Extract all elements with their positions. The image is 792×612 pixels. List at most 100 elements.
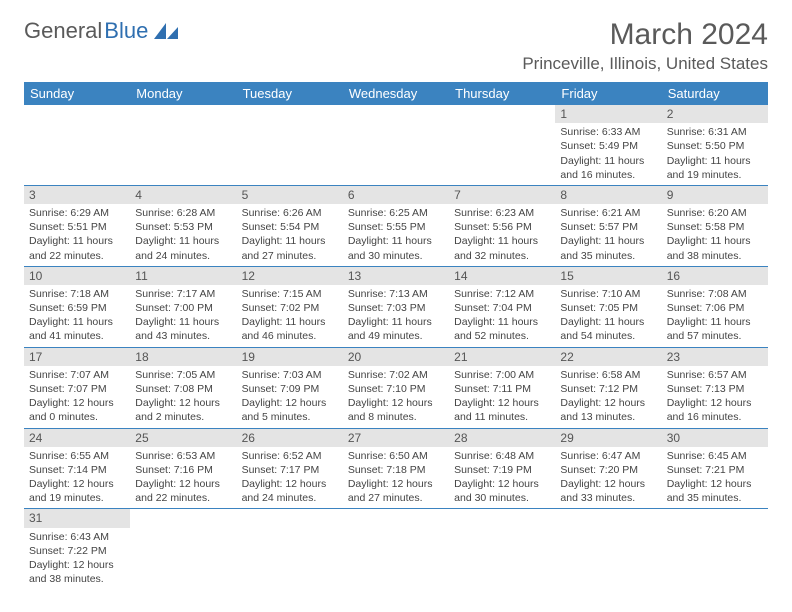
header: GeneralBlue March 2024 Princeville, Illi… — [24, 18, 768, 74]
day-cell — [343, 509, 449, 589]
day-number: 13 — [343, 267, 449, 285]
day-cell: 1Sunrise: 6:33 AMSunset: 5:49 PMDaylight… — [555, 105, 661, 185]
day-body: Sunrise: 6:28 AMSunset: 5:53 PMDaylight:… — [130, 204, 236, 266]
day-body: Sunrise: 6:25 AMSunset: 5:55 PMDaylight:… — [343, 204, 449, 266]
day-cell — [237, 509, 343, 589]
location: Princeville, Illinois, United States — [522, 54, 768, 74]
day-body: Sunrise: 6:52 AMSunset: 7:17 PMDaylight:… — [237, 447, 343, 509]
day-number: 18 — [130, 348, 236, 366]
day-cell: 24Sunrise: 6:55 AMSunset: 7:14 PMDayligh… — [24, 429, 130, 509]
title-block: March 2024 Princeville, Illinois, United… — [522, 18, 768, 74]
weekday-label: Wednesday — [343, 82, 449, 105]
day-number: 12 — [237, 267, 343, 285]
logo: GeneralBlue — [24, 18, 180, 44]
day-number: 25 — [130, 429, 236, 447]
day-cell — [237, 105, 343, 185]
month-title: March 2024 — [522, 18, 768, 52]
day-number: 11 — [130, 267, 236, 285]
day-body: Sunrise: 7:02 AMSunset: 7:10 PMDaylight:… — [343, 366, 449, 428]
day-body: Sunrise: 6:45 AMSunset: 7:21 PMDaylight:… — [662, 447, 768, 509]
day-number: 29 — [555, 429, 661, 447]
day-cell: 6Sunrise: 6:25 AMSunset: 5:55 PMDaylight… — [343, 186, 449, 266]
day-number: 17 — [24, 348, 130, 366]
day-body: Sunrise: 7:12 AMSunset: 7:04 PMDaylight:… — [449, 285, 555, 347]
weekday-label: Thursday — [449, 82, 555, 105]
day-body: Sunrise: 6:29 AMSunset: 5:51 PMDaylight:… — [24, 204, 130, 266]
day-cell: 11Sunrise: 7:17 AMSunset: 7:00 PMDayligh… — [130, 267, 236, 347]
day-cell — [343, 105, 449, 185]
day-cell: 9Sunrise: 6:20 AMSunset: 5:58 PMDaylight… — [662, 186, 768, 266]
week-row: 10Sunrise: 7:18 AMSunset: 6:59 PMDayligh… — [24, 267, 768, 348]
day-number: 5 — [237, 186, 343, 204]
day-number: 6 — [343, 186, 449, 204]
day-cell: 17Sunrise: 7:07 AMSunset: 7:07 PMDayligh… — [24, 348, 130, 428]
weekday-label: Sunday — [24, 82, 130, 105]
day-body: Sunrise: 7:10 AMSunset: 7:05 PMDaylight:… — [555, 285, 661, 347]
day-number: 30 — [662, 429, 768, 447]
day-number — [343, 105, 449, 123]
day-cell: 31Sunrise: 6:43 AMSunset: 7:22 PMDayligh… — [24, 509, 130, 589]
day-body: Sunrise: 6:47 AMSunset: 7:20 PMDaylight:… — [555, 447, 661, 509]
day-body: Sunrise: 6:58 AMSunset: 7:12 PMDaylight:… — [555, 366, 661, 428]
day-body: Sunrise: 6:26 AMSunset: 5:54 PMDaylight:… — [237, 204, 343, 266]
day-body: Sunrise: 7:00 AMSunset: 7:11 PMDaylight:… — [449, 366, 555, 428]
day-number: 10 — [24, 267, 130, 285]
day-number: 4 — [130, 186, 236, 204]
day-cell: 23Sunrise: 6:57 AMSunset: 7:13 PMDayligh… — [662, 348, 768, 428]
day-cell: 4Sunrise: 6:28 AMSunset: 5:53 PMDaylight… — [130, 186, 236, 266]
day-cell: 16Sunrise: 7:08 AMSunset: 7:06 PMDayligh… — [662, 267, 768, 347]
day-body: Sunrise: 7:13 AMSunset: 7:03 PMDaylight:… — [343, 285, 449, 347]
day-number — [237, 105, 343, 123]
day-number: 24 — [24, 429, 130, 447]
weekday-label: Tuesday — [237, 82, 343, 105]
day-body: Sunrise: 6:31 AMSunset: 5:50 PMDaylight:… — [662, 123, 768, 185]
day-cell: 2Sunrise: 6:31 AMSunset: 5:50 PMDaylight… — [662, 105, 768, 185]
day-number — [343, 509, 449, 527]
day-number — [449, 105, 555, 123]
day-number — [24, 105, 130, 123]
week-row: 1Sunrise: 6:33 AMSunset: 5:49 PMDaylight… — [24, 105, 768, 186]
day-cell — [662, 509, 768, 589]
day-number: 3 — [24, 186, 130, 204]
day-number: 21 — [449, 348, 555, 366]
logo-sail-icon — [152, 21, 180, 41]
calendar: SundayMondayTuesdayWednesdayThursdayFrid… — [24, 82, 768, 589]
day-number: 8 — [555, 186, 661, 204]
day-cell: 21Sunrise: 7:00 AMSunset: 7:11 PMDayligh… — [449, 348, 555, 428]
day-body: Sunrise: 6:43 AMSunset: 7:22 PMDaylight:… — [24, 528, 130, 590]
day-cell — [130, 509, 236, 589]
day-cell — [449, 509, 555, 589]
day-cell: 5Sunrise: 6:26 AMSunset: 5:54 PMDaylight… — [237, 186, 343, 266]
weekday-header-row: SundayMondayTuesdayWednesdayThursdayFrid… — [24, 82, 768, 105]
week-row: 24Sunrise: 6:55 AMSunset: 7:14 PMDayligh… — [24, 429, 768, 510]
day-cell: 14Sunrise: 7:12 AMSunset: 7:04 PMDayligh… — [449, 267, 555, 347]
day-cell: 8Sunrise: 6:21 AMSunset: 5:57 PMDaylight… — [555, 186, 661, 266]
day-body: Sunrise: 7:03 AMSunset: 7:09 PMDaylight:… — [237, 366, 343, 428]
day-cell — [24, 105, 130, 185]
day-body: Sunrise: 6:48 AMSunset: 7:19 PMDaylight:… — [449, 447, 555, 509]
day-cell: 29Sunrise: 6:47 AMSunset: 7:20 PMDayligh… — [555, 429, 661, 509]
day-number: 1 — [555, 105, 661, 123]
day-cell: 28Sunrise: 6:48 AMSunset: 7:19 PMDayligh… — [449, 429, 555, 509]
day-number: 7 — [449, 186, 555, 204]
day-number: 27 — [343, 429, 449, 447]
day-body: Sunrise: 7:15 AMSunset: 7:02 PMDaylight:… — [237, 285, 343, 347]
logo-text-blue: Blue — [104, 18, 148, 44]
day-cell: 7Sunrise: 6:23 AMSunset: 5:56 PMDaylight… — [449, 186, 555, 266]
day-body: Sunrise: 6:55 AMSunset: 7:14 PMDaylight:… — [24, 447, 130, 509]
day-number: 20 — [343, 348, 449, 366]
day-number: 15 — [555, 267, 661, 285]
day-number: 26 — [237, 429, 343, 447]
logo-text-general: General — [24, 18, 102, 44]
day-cell: 18Sunrise: 7:05 AMSunset: 7:08 PMDayligh… — [130, 348, 236, 428]
day-number: 28 — [449, 429, 555, 447]
day-body: Sunrise: 7:05 AMSunset: 7:08 PMDaylight:… — [130, 366, 236, 428]
day-body: Sunrise: 7:18 AMSunset: 6:59 PMDaylight:… — [24, 285, 130, 347]
day-cell — [449, 105, 555, 185]
day-cell: 15Sunrise: 7:10 AMSunset: 7:05 PMDayligh… — [555, 267, 661, 347]
day-body: Sunrise: 7:08 AMSunset: 7:06 PMDaylight:… — [662, 285, 768, 347]
day-cell: 26Sunrise: 6:52 AMSunset: 7:17 PMDayligh… — [237, 429, 343, 509]
day-number: 9 — [662, 186, 768, 204]
day-body: Sunrise: 6:20 AMSunset: 5:58 PMDaylight:… — [662, 204, 768, 266]
day-body: Sunrise: 6:23 AMSunset: 5:56 PMDaylight:… — [449, 204, 555, 266]
